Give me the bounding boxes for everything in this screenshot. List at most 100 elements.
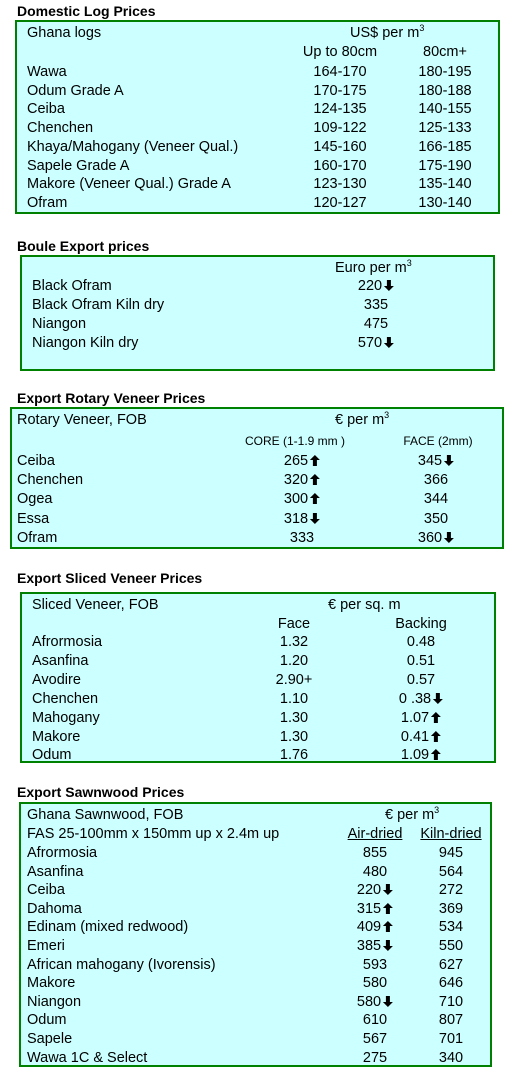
domestic-col1-header: Up to 80cm xyxy=(302,44,378,60)
sliced-row-name: Avodire xyxy=(32,671,81,689)
domestic-row-v1: 164-170 xyxy=(313,63,366,81)
boule-row-value: 335 xyxy=(364,296,388,314)
sawn-row-kiln-text: 646 xyxy=(438,975,464,992)
domestic-table: Ghana logs US$ per m3 Up to 80cm 80cm+ W… xyxy=(15,20,500,214)
arrow-down-icon xyxy=(310,512,321,524)
domestic-row-name: Khaya/Mahogany (Veneer Qual.) xyxy=(27,138,238,156)
domestic-row-v1: 124-135 xyxy=(313,100,366,118)
rotary-row-name-text: Essa xyxy=(17,510,50,527)
domestic-row-v2-text: 180-188 xyxy=(418,82,472,99)
sawn-row-air: 480 xyxy=(363,863,387,881)
boule-row-name-text: Black Ofram xyxy=(32,278,112,294)
boule-table: Euro per m3 Black Ofram 220 Black Ofram Ki… xyxy=(20,255,495,371)
domestic-row-v2: 166-185 xyxy=(418,138,471,156)
sawn-row-kiln: 701 xyxy=(439,1030,463,1048)
domestic-row-name-text: Sapele Grade A xyxy=(27,157,130,174)
domestic-row-name-text: Khaya/Mahogany (Veneer Qual.) xyxy=(27,138,239,155)
domestic-row-v2: 135-140 xyxy=(418,175,471,193)
rotary-row-face-text: 345 xyxy=(417,453,443,469)
rotary-unit: € per m3 xyxy=(335,410,390,428)
sawn-row-name-text: Odum xyxy=(27,1012,67,1029)
sawn-row-kiln: 534 xyxy=(439,918,463,936)
sliced-row-backing-text: 0.57 xyxy=(406,671,436,688)
sawn-row-kiln: 807 xyxy=(439,1011,463,1029)
boule-row-name: Black Ofram Kiln dry xyxy=(32,296,164,314)
rotary-row-face: 366 xyxy=(424,471,448,489)
rotary-row-name-text: Ofram xyxy=(17,529,58,546)
sliced-row-name: Makore xyxy=(32,728,80,746)
arrow-down-icon xyxy=(383,940,394,951)
sliced-row-face-text: 1.32 xyxy=(279,634,309,650)
sawn-row-air: 315 xyxy=(357,900,394,918)
sawn-spec: FAS 25-100mm x 150mm up x 2.4m up xyxy=(27,826,280,842)
sliced-row-face-text: 2.90+ xyxy=(275,671,313,688)
sawn-row-kiln-text: 340 xyxy=(438,1049,464,1066)
rotary-row-core: 320 xyxy=(284,471,321,489)
sliced-row-face: 1.10 xyxy=(280,690,308,708)
sliced-row-face-text: 1.76 xyxy=(279,747,309,764)
boule-row-name: Niangon Kiln dry xyxy=(32,334,138,352)
arrow-down-icon xyxy=(383,995,394,1007)
domestic-row-v1: 109-122 xyxy=(313,119,366,137)
sliced-row-name: Asanfina xyxy=(32,652,88,670)
rotary-row-face: 360 xyxy=(418,529,455,547)
sliced-row-name: Chenchen xyxy=(32,690,98,708)
sawn-row-kiln-text: 627 xyxy=(438,956,464,973)
boule-row-name: Niangon xyxy=(32,315,86,333)
sawn-row-name-text: African mahogany (Ivorensis) xyxy=(27,956,216,973)
sliced-row-face: 1.30 xyxy=(280,728,308,746)
sawn-row-air-text: 855 xyxy=(362,845,388,861)
sliced-row-backing: 1.09 xyxy=(400,746,442,764)
domestic-row-v1-text: 160-170 xyxy=(313,157,367,174)
sawn-row-name: Asanfina xyxy=(27,863,83,881)
sliced-row-face-text: 1.10 xyxy=(279,690,309,707)
boule-row-value: 570 xyxy=(358,334,395,352)
sawn-row-air-text: 275 xyxy=(362,1049,388,1066)
sawn-row-kiln: 550 xyxy=(439,937,463,955)
domestic-row-name-text: Makore (Veneer Qual.) Grade A xyxy=(27,176,231,193)
sliced-row-face: 1.76 xyxy=(280,746,308,764)
domestic-row-name-text: Odum Grade A xyxy=(27,82,124,99)
sliced-row-name-text: Avodire xyxy=(32,671,81,688)
sliced-row-backing-text: 1.09 xyxy=(400,747,430,764)
sliced-row-face: 2.90+ xyxy=(276,671,313,689)
sawn-row-air: 275 xyxy=(363,1049,387,1067)
sliced-row-name-text: Afrormosia xyxy=(32,634,103,650)
sliced-label: Sliced Veneer, FOB xyxy=(32,597,159,613)
sawn-row-name: Emeri xyxy=(27,937,65,955)
domestic-row-v2-text: 175-190 xyxy=(418,157,472,174)
sawn-row-air-text: 580 xyxy=(362,975,388,992)
sawn-row-name: Niangon xyxy=(27,993,81,1011)
sawn-row-air-text: 385 xyxy=(356,938,382,954)
sawn-row-name: Dahoma xyxy=(27,900,82,918)
domestic-row-v1-text: 145-160 xyxy=(313,138,367,155)
sawn-row-kiln: 627 xyxy=(439,956,463,974)
domestic-row-v2: 130-140 xyxy=(418,194,471,212)
sawn-row-air: 385 xyxy=(356,937,394,955)
sawn-row-air-text: 580 xyxy=(356,993,382,1010)
domestic-row-v1: 120-127 xyxy=(313,194,366,212)
boule-row-name-text: Niangon xyxy=(32,316,87,332)
rotary-row-core: 265 xyxy=(284,452,321,470)
arrow-up-icon xyxy=(310,493,321,505)
arrow-up-icon xyxy=(431,730,442,742)
sawn-unit: € per m3 xyxy=(385,805,440,823)
sliced-col2-header: Backing xyxy=(395,616,447,632)
sliced-table: Sliced Veneer, FOB € per sq. m Face Back… xyxy=(20,592,496,763)
sliced-row-backing: 0.51 xyxy=(407,652,435,670)
sawn-row-kiln: 646 xyxy=(439,974,463,992)
sliced-row-face-text: 1.30 xyxy=(279,709,309,726)
arrow-down-icon xyxy=(444,455,455,466)
domestic-row-v2: 180-195 xyxy=(418,63,471,81)
domestic-label: Ghana logs xyxy=(27,25,102,41)
sawn-row-air: 580 xyxy=(356,993,394,1011)
sawn-row-kiln-text: 369 xyxy=(438,900,464,917)
domestic-row-v1-text: 170-175 xyxy=(313,82,367,99)
domestic-row-v2: 175-190 xyxy=(418,157,471,175)
sawn-row-kiln: 369 xyxy=(439,900,463,918)
sliced-col1-header: Face xyxy=(277,616,311,632)
sliced-row-name: Afrormosia xyxy=(32,633,102,651)
sawn-row-name: Wawa 1C & Select xyxy=(27,1049,147,1067)
arrow-up-icon xyxy=(383,902,394,914)
rotary-row-core-text: 318 xyxy=(283,510,309,527)
